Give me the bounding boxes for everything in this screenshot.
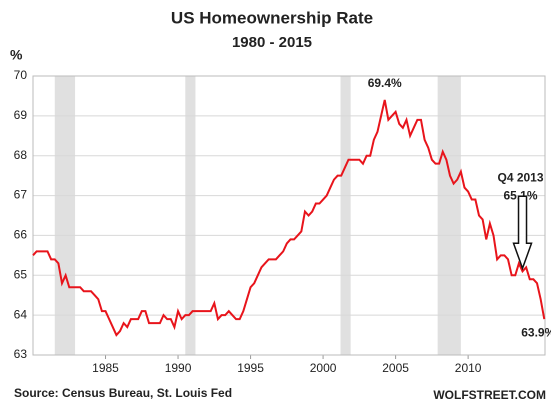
- annotation: 69.4%: [368, 76, 402, 90]
- x-tick-label: 1985: [92, 361, 119, 375]
- recession-band: [437, 76, 461, 355]
- annotation: Q4 2013: [497, 170, 543, 184]
- recession-band: [185, 76, 196, 355]
- data-line: [32, 99, 546, 337]
- recession-band: [340, 76, 351, 355]
- y-tick-label: 69: [14, 108, 28, 122]
- arrow: [512, 195, 533, 271]
- x-tick-label: 1990: [165, 361, 192, 375]
- x-tick-label: 1995: [237, 361, 264, 375]
- y-tick-label: 63: [14, 347, 28, 361]
- x-tick-label: 2005: [382, 361, 409, 375]
- annotation: 63.9%: [521, 325, 551, 339]
- x-tick-label: 2000: [310, 361, 337, 375]
- chart-subtitle: 1980 - 2015: [232, 34, 312, 51]
- y-tick-label: 65: [14, 267, 28, 281]
- y-tick-label: 64: [14, 307, 28, 321]
- y-tick-label: 68: [14, 148, 28, 162]
- source: Source: Census Bureau, St. Louis Fed: [14, 386, 232, 400]
- y-tick-label: 70: [14, 68, 28, 82]
- annotation: 65.1%: [504, 188, 538, 202]
- y-axis-label: %: [10, 47, 23, 63]
- y-tick-label: 66: [14, 228, 28, 242]
- y-tick-label: 67: [14, 188, 28, 202]
- chart-title: US Homeownership Rate: [171, 8, 373, 27]
- recession-band: [54, 76, 76, 355]
- credit: WOLFSTREET.COM: [433, 388, 546, 402]
- x-tick-label: 2010: [455, 361, 482, 375]
- plot-border: [32, 75, 546, 356]
